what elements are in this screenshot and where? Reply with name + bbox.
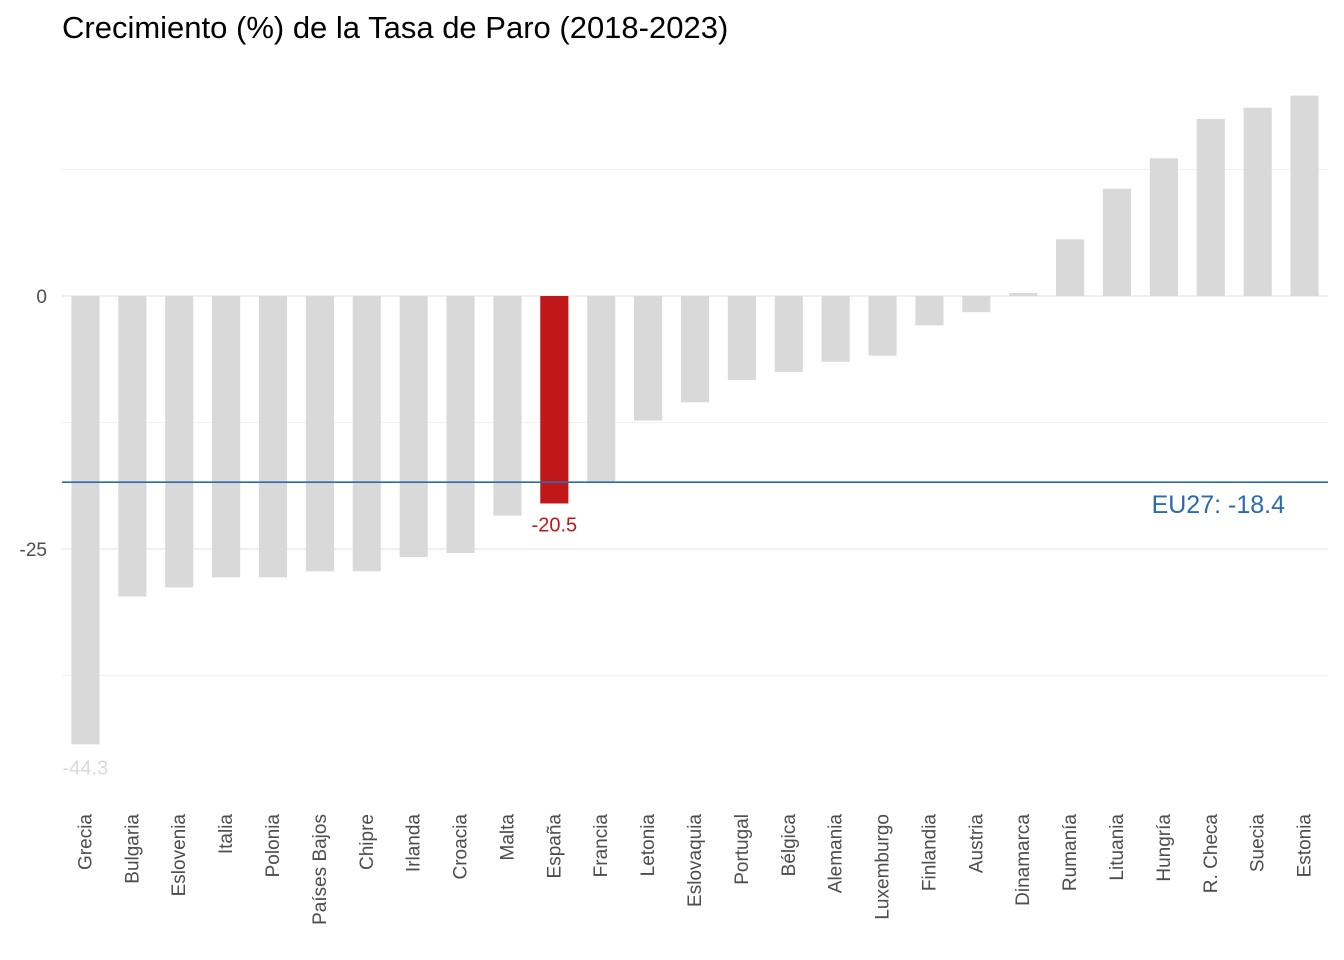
category-label: Polonia: [263, 814, 284, 878]
category-label: Francia: [591, 814, 612, 878]
bar: [212, 296, 241, 578]
y-tick-label: 0: [36, 287, 47, 308]
bar: [1009, 292, 1038, 296]
bar: [821, 296, 850, 362]
bar: [1290, 95, 1319, 297]
bar: [962, 296, 991, 313]
category-label: Hungría: [1154, 814, 1175, 882]
bar: [868, 296, 897, 356]
category-label: Bulgaria: [122, 814, 143, 884]
bar: [1196, 118, 1225, 297]
bar: [446, 296, 475, 554]
bar: [587, 296, 616, 484]
bar: [1102, 188, 1132, 296]
category-label: Croacia: [451, 814, 472, 880]
category-label: Rumanía: [1060, 814, 1081, 892]
bar: [915, 296, 944, 326]
category-label: Estonia: [1295, 814, 1316, 878]
chart-title: Crecimiento (%) de la Tasa de Paro (2018…: [62, 10, 729, 45]
bar: [305, 296, 334, 572]
y-tick-label: -25: [20, 540, 47, 561]
category-label: Grecia: [75, 814, 96, 870]
reference-line-group: EU27: -18.4: [62, 481, 1328, 519]
bar: [540, 296, 569, 504]
bar: [399, 296, 428, 558]
category-label: Malta: [497, 814, 518, 861]
bar: [493, 296, 522, 516]
bar: [1243, 107, 1272, 296]
data-labels: -20.5 -44.3: [63, 514, 577, 779]
bar: [352, 296, 381, 572]
gridlines: [62, 169, 1328, 676]
category-label: Portugal: [732, 814, 753, 885]
reference-line-label: EU27: -18.4: [1152, 491, 1286, 519]
bars: [71, 95, 1319, 745]
category-label: Chipre: [357, 814, 378, 870]
category-label: Finlandia: [919, 814, 940, 892]
category-label: Eslovenia: [169, 814, 190, 897]
min-value-label: -44.3: [63, 757, 109, 779]
bar: [1149, 158, 1178, 296]
bar: [774, 296, 803, 372]
highlight-value-label: -20.5: [532, 514, 578, 536]
bar: [258, 296, 288, 578]
category-label: Austria: [966, 814, 987, 874]
bar: [165, 296, 194, 588]
category-label: Países Bajos: [310, 814, 331, 925]
x-axis-categories: Grecia Bulgaria Eslovenia Italia Polonia País…: [75, 814, 1315, 925]
category-label: R. Checa: [1201, 814, 1222, 894]
y-axis-ticks: 0 -25: [20, 287, 47, 561]
bar: [680, 296, 710, 403]
category-label: Letonia: [638, 814, 659, 877]
category-label: España: [544, 814, 565, 879]
category-label: Italia: [216, 814, 237, 855]
category-label: Bélgica: [779, 814, 800, 877]
category-label: Eslovaquia: [685, 814, 706, 907]
category-label: Irlanda: [404, 814, 425, 873]
category-label: Alemania: [826, 814, 847, 894]
category-label: Dinamarca: [1013, 814, 1034, 906]
bar: [1056, 239, 1085, 296]
category-label: Suecia: [1248, 814, 1269, 873]
bar: [634, 296, 663, 421]
bar: [727, 296, 756, 380]
category-label: Luxemburgo: [873, 814, 894, 920]
bar: [71, 296, 100, 745]
category-label: Lituania: [1107, 814, 1128, 881]
bar: [118, 296, 147, 597]
